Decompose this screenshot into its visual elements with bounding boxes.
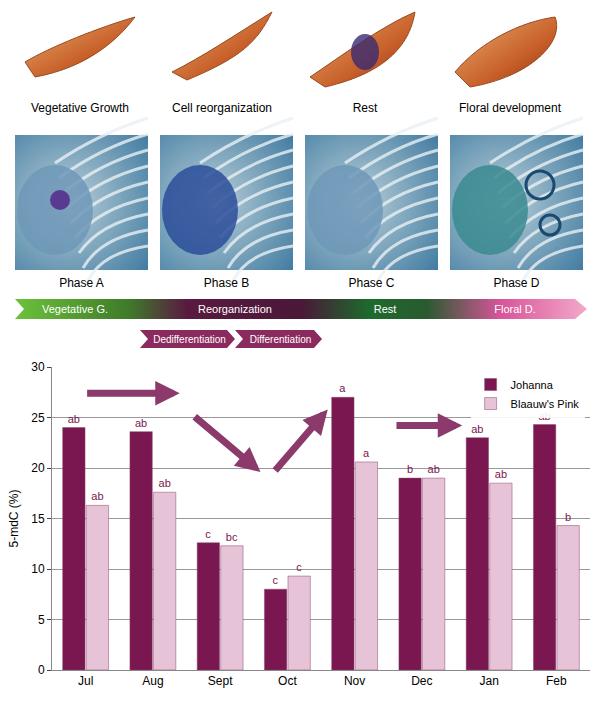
svg-text:c: c [273, 574, 279, 586]
svg-text:0: 0 [38, 663, 45, 677]
svg-text:5-mdC (%): 5-mdC (%) [7, 489, 21, 547]
svg-text:ab: ab [159, 477, 171, 489]
svg-text:Floral development: Floral development [459, 101, 562, 115]
svg-text:ab: ab [135, 417, 147, 429]
svg-text:15: 15 [31, 512, 45, 526]
svg-text:Rest: Rest [374, 303, 397, 315]
svg-text:Floral D.: Floral D. [494, 303, 536, 315]
svg-text:ab: ab [68, 413, 80, 425]
svg-text:Phase D: Phase D [493, 276, 539, 290]
svg-text:Cell reorganization: Cell reorganization [172, 101, 272, 115]
svg-text:Phase B: Phase B [204, 276, 249, 290]
svg-text:10: 10 [31, 562, 45, 576]
svg-text:Phase C: Phase C [348, 276, 394, 290]
svg-text:c: c [296, 561, 302, 573]
svg-text:Aug: Aug [142, 674, 163, 688]
svg-text:Sept: Sept [208, 674, 233, 688]
svg-text:Oct: Oct [278, 674, 297, 688]
svg-text:bc: bc [226, 531, 238, 543]
svg-text:Blaauw's Pink: Blaauw's Pink [511, 398, 580, 410]
svg-text:a: a [339, 382, 346, 394]
svg-text:Differentiation: Differentiation [250, 334, 312, 345]
svg-text:Jan: Jan [479, 674, 498, 688]
svg-text:c: c [205, 528, 211, 540]
svg-text:b: b [565, 511, 571, 523]
svg-text:b: b [407, 463, 413, 475]
svg-text:Dec: Dec [411, 674, 432, 688]
svg-text:Feb: Feb [546, 674, 567, 688]
svg-text:a: a [363, 447, 370, 459]
svg-text:Phase A: Phase A [59, 276, 104, 290]
svg-text:20: 20 [31, 461, 45, 475]
svg-text:Dedifferentiation: Dedifferentiation [153, 334, 226, 345]
svg-text:5: 5 [38, 613, 45, 627]
svg-text:Vegetative Growth: Vegetative Growth [31, 101, 129, 115]
svg-text:ab: ab [91, 490, 103, 502]
svg-text:30: 30 [31, 360, 45, 374]
svg-text:Rest: Rest [353, 101, 378, 115]
svg-text:Jul: Jul [78, 674, 93, 688]
svg-text:Reorganization: Reorganization [198, 303, 272, 315]
svg-text:ab: ab [471, 423, 483, 435]
svg-text:25: 25 [31, 411, 45, 425]
svg-text:ab: ab [495, 468, 507, 480]
svg-text:Vegetative G.: Vegetative G. [42, 303, 108, 315]
svg-text:Nov: Nov [344, 674, 365, 688]
svg-text:ab: ab [428, 463, 440, 475]
svg-text:Johanna: Johanna [511, 379, 554, 391]
